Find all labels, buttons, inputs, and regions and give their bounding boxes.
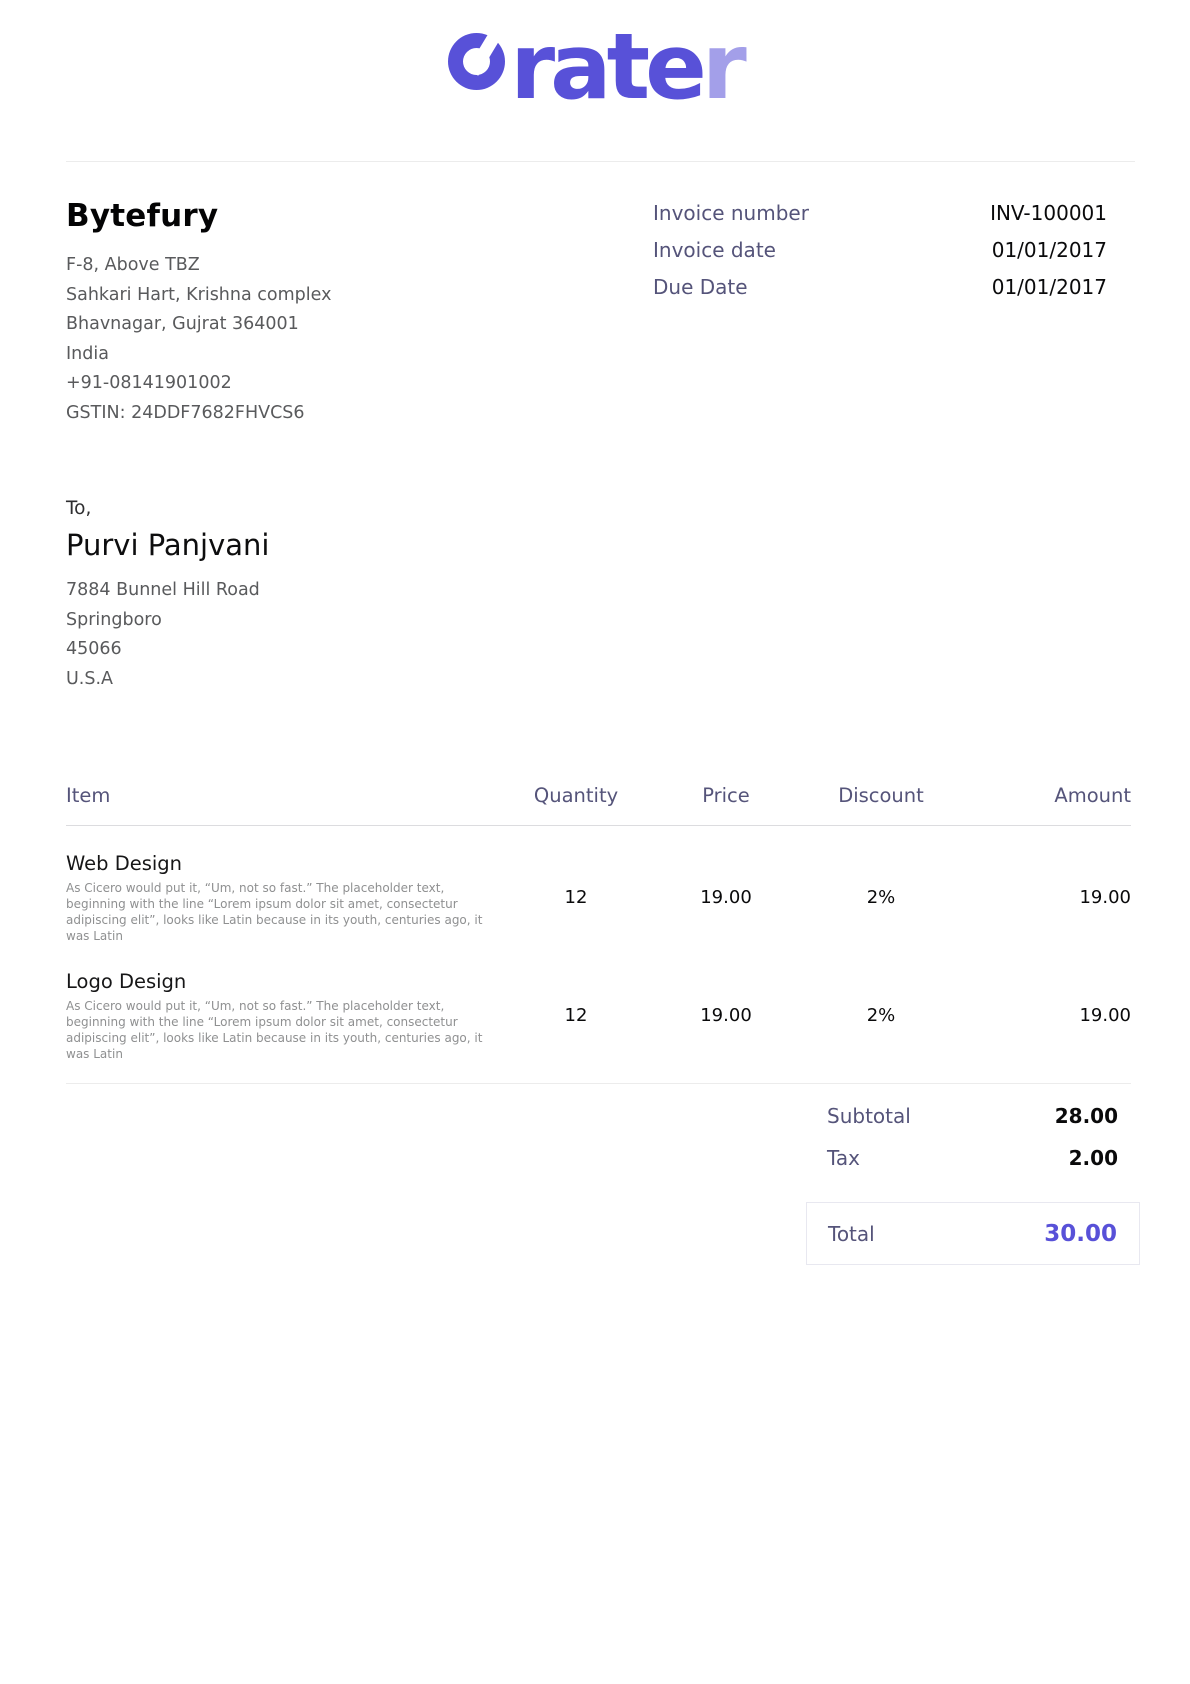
crater-c-icon xyxy=(448,25,506,90)
invoice-date-value: 01/01/2017 xyxy=(991,238,1107,262)
seller-address-line: India xyxy=(66,343,109,364)
seller-name: Bytefury xyxy=(66,198,219,234)
seller-address-line: Bhavnagar, Gujrat 364001 xyxy=(66,314,299,334)
bill-to-address-line: Springboro xyxy=(66,609,162,630)
logo-row: rater xyxy=(0,22,1190,113)
header-divider xyxy=(66,161,1135,162)
subtotal-label: Subtotal xyxy=(827,1104,911,1128)
bill-to-address-line: U.S.A xyxy=(66,668,114,689)
item-amount: 19.00 xyxy=(1079,887,1131,908)
bill-to-salutation: To, xyxy=(66,498,92,519)
invoice-date-row: Invoice date 01/01/2017 xyxy=(653,238,1107,262)
tax-value: 2.00 xyxy=(1068,1146,1118,1170)
total-value: 30.00 xyxy=(1044,1220,1117,1247)
wordmark-main: rate xyxy=(510,15,707,120)
item-cell: Logo Design As Cicero would put it, “Um,… xyxy=(66,969,501,1062)
crater-logo: rater xyxy=(448,22,747,113)
due-date-label: Due Date xyxy=(653,275,748,299)
item-cell: Web Design As Cicero would put it, “Um, … xyxy=(66,851,501,944)
table-bottom-divider xyxy=(66,1083,1131,1084)
item-price: 19.00 xyxy=(700,887,752,908)
table-row: Logo Design As Cicero would put it, “Um,… xyxy=(66,944,1131,1062)
totals-block: Subtotal 28.00 Tax 2.00 Total 30.00 xyxy=(806,1095,1140,1265)
due-date-row: Due Date 01/01/2017 xyxy=(653,275,1107,299)
crater-c-hole xyxy=(463,47,491,75)
seller-address-line: F-8, Above TBZ xyxy=(66,255,200,275)
invoice-date-label: Invoice date xyxy=(653,238,776,262)
seller-address-line: Sahkari Hart, Krishna complex xyxy=(66,284,332,305)
item-discount: 2% xyxy=(866,1005,896,1026)
bill-to-address-line: 7884 Bunnel Hill Road xyxy=(66,580,260,600)
invoice-number-row: Invoice number INV-100001 xyxy=(653,201,1107,225)
total-box: Total 30.00 xyxy=(806,1202,1140,1265)
invoice-number-label: Invoice number xyxy=(653,201,809,225)
total-label: Total xyxy=(828,1221,875,1246)
bill-to-address-line: 45066 xyxy=(66,639,122,659)
invoice-meta: Invoice number INV-100001 Invoice date 0… xyxy=(653,201,1107,312)
crater-wordmark: rater xyxy=(510,22,746,113)
seller-phone: +91-08141901002 xyxy=(66,373,232,393)
item-description: As Cicero would put it, “Um, not so fast… xyxy=(66,999,483,1061)
column-header-amount: Amount xyxy=(1054,784,1131,807)
item-discount: 2% xyxy=(866,887,896,908)
item-quantity: 12 xyxy=(564,1005,588,1026)
tax-label: Tax xyxy=(827,1146,860,1170)
item-description: As Cicero would put it, “Um, not so fast… xyxy=(66,881,483,943)
seller-gstin: GSTIN: 24DDF7682FHVCS6 xyxy=(66,402,305,423)
wordmark-tail: r xyxy=(701,15,747,120)
seller-block: Bytefury F-8, Above TBZ Sahkari Hart, Kr… xyxy=(66,198,331,428)
item-name: Web Design xyxy=(66,852,183,875)
bill-to-block: To, Purvi Panjvani 7884 Bunnel Hill Road… xyxy=(66,498,269,694)
invoice-number-value: INV-100001 xyxy=(990,201,1107,225)
column-header-item: Item xyxy=(66,784,111,807)
subtotal-row: Subtotal 28.00 xyxy=(806,1095,1140,1137)
item-name: Logo Design xyxy=(66,970,187,993)
items-table: Item Quantity Price Discount Amount Web … xyxy=(66,783,1131,1084)
table-row: Web Design As Cicero would put it, “Um, … xyxy=(66,826,1131,944)
bill-to-name: Purvi Panjvani xyxy=(66,528,270,562)
item-price: 19.00 xyxy=(700,1005,752,1026)
item-quantity: 12 xyxy=(564,887,588,908)
subtotal-value: 28.00 xyxy=(1054,1104,1118,1128)
item-amount: 19.00 xyxy=(1079,1005,1131,1026)
due-date-value: 01/01/2017 xyxy=(991,275,1107,299)
items-table-header: Item Quantity Price Discount Amount xyxy=(66,783,1131,826)
tax-row: Tax 2.00 xyxy=(806,1137,1140,1179)
column-header-quantity: Quantity xyxy=(533,784,619,807)
column-header-price: Price xyxy=(702,784,750,807)
column-header-discount: Discount xyxy=(838,784,924,807)
